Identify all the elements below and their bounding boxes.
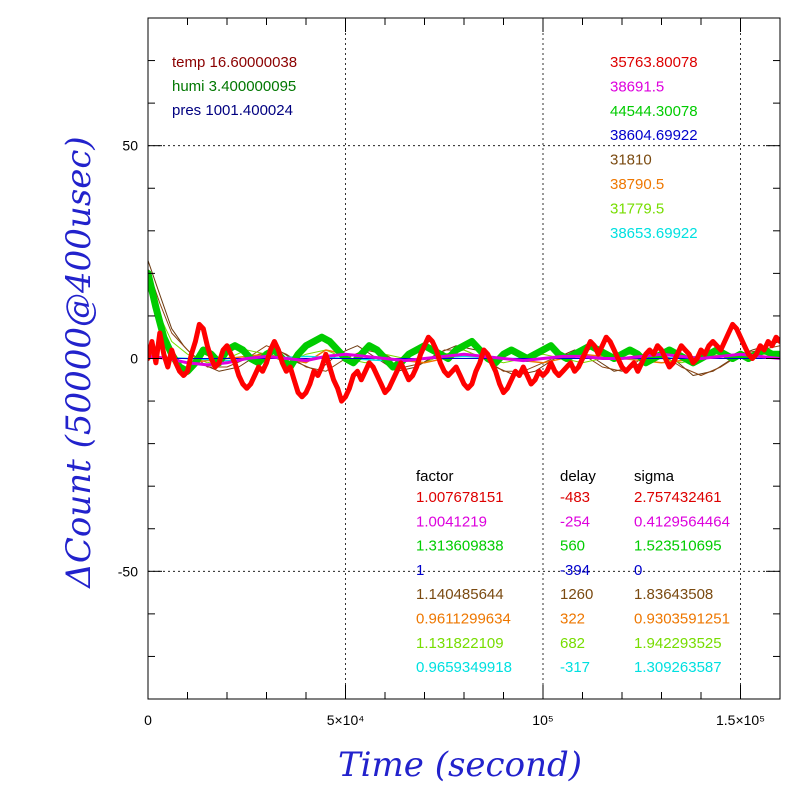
table-cell-sigma: 1.523510695 bbox=[634, 538, 722, 555]
table-cell-delay: -317 bbox=[560, 659, 590, 676]
table-cell-delay: -254 bbox=[560, 513, 590, 530]
table-cell-sigma: 0.9303591251 bbox=[634, 611, 730, 628]
table-cell-factor: 1.0041219 bbox=[416, 513, 487, 530]
table-cell-factor: 1 bbox=[416, 562, 424, 579]
y-tick-label: 50 bbox=[122, 138, 138, 154]
table-cell-delay: -483 bbox=[560, 489, 590, 506]
x-tick-label: 1.5×10⁵ bbox=[716, 712, 765, 728]
annotation-text: temp 16.60000038 humi 3.400000095 pres 100… bbox=[172, 54, 730, 676]
table-cell-factor: 0.9659349918 bbox=[416, 659, 512, 676]
y-tick-label: 0 bbox=[130, 351, 138, 367]
table-cell-sigma: 0.4129564464 bbox=[634, 513, 730, 530]
table-cell-factor: 1.140485644 bbox=[416, 586, 504, 603]
count-value: 38653.69922 bbox=[610, 225, 698, 242]
table-cell-delay: 560 bbox=[560, 538, 585, 555]
y-axis-label: ΔCount (50000@400usec) bbox=[59, 136, 99, 589]
x-tick-label: 0 bbox=[144, 712, 152, 728]
count-value: 31810 bbox=[610, 152, 652, 169]
table-cell-delay: 322 bbox=[560, 611, 585, 628]
y-tick-label: -50 bbox=[118, 563, 138, 579]
axis-ticks: 0 5×10⁴ 10⁵ 1.5×10⁵ 50 0 -50 bbox=[118, 17, 781, 728]
env-label: humi 3.400000095 bbox=[172, 78, 296, 95]
table-cell-delay: -394 bbox=[560, 562, 590, 579]
data-series-line-6 bbox=[148, 269, 780, 375]
table-cell-factor: 1.131822109 bbox=[416, 635, 504, 652]
data-series-line-9 bbox=[148, 321, 780, 404]
count-value: 38604.69922 bbox=[610, 127, 698, 144]
table-cell-factor: 1.007678151 bbox=[416, 489, 504, 506]
count-value: 44544.30078 bbox=[610, 103, 698, 120]
x-tick-label: 5×10⁴ bbox=[327, 712, 365, 728]
count-value: 38691.5 bbox=[610, 78, 664, 95]
table-header-delay: delay bbox=[560, 468, 596, 485]
table-cell-sigma: 1.942293525 bbox=[634, 635, 722, 652]
table-cell-sigma: 1.309263587 bbox=[634, 659, 722, 676]
table-header-sigma: sigma bbox=[634, 468, 675, 485]
x-axis-label: Time (second) bbox=[338, 745, 582, 785]
count-value: 31779.5 bbox=[610, 200, 664, 217]
table-cell-delay: 682 bbox=[560, 635, 585, 652]
count-value: 35763.80078 bbox=[610, 54, 698, 71]
count-value: 38790.5 bbox=[610, 176, 664, 193]
x-tick-label: 10⁵ bbox=[532, 712, 553, 728]
table-cell-factor: 0.9611299634 bbox=[416, 611, 511, 628]
table-cell-delay: 1260 bbox=[560, 586, 593, 603]
env-label: temp 16.60000038 bbox=[172, 54, 297, 71]
env-label: pres 1001.400024 bbox=[172, 102, 293, 119]
table-cell-sigma: 1.83643508 bbox=[634, 586, 713, 603]
table-cell-sigma: 0 bbox=[634, 562, 642, 579]
data-series-layer bbox=[148, 260, 780, 404]
table-cell-factor: 1.313609838 bbox=[416, 538, 504, 555]
table-header-factor: factor bbox=[416, 468, 454, 485]
table-cell-sigma: 2.757432461 bbox=[634, 489, 722, 506]
